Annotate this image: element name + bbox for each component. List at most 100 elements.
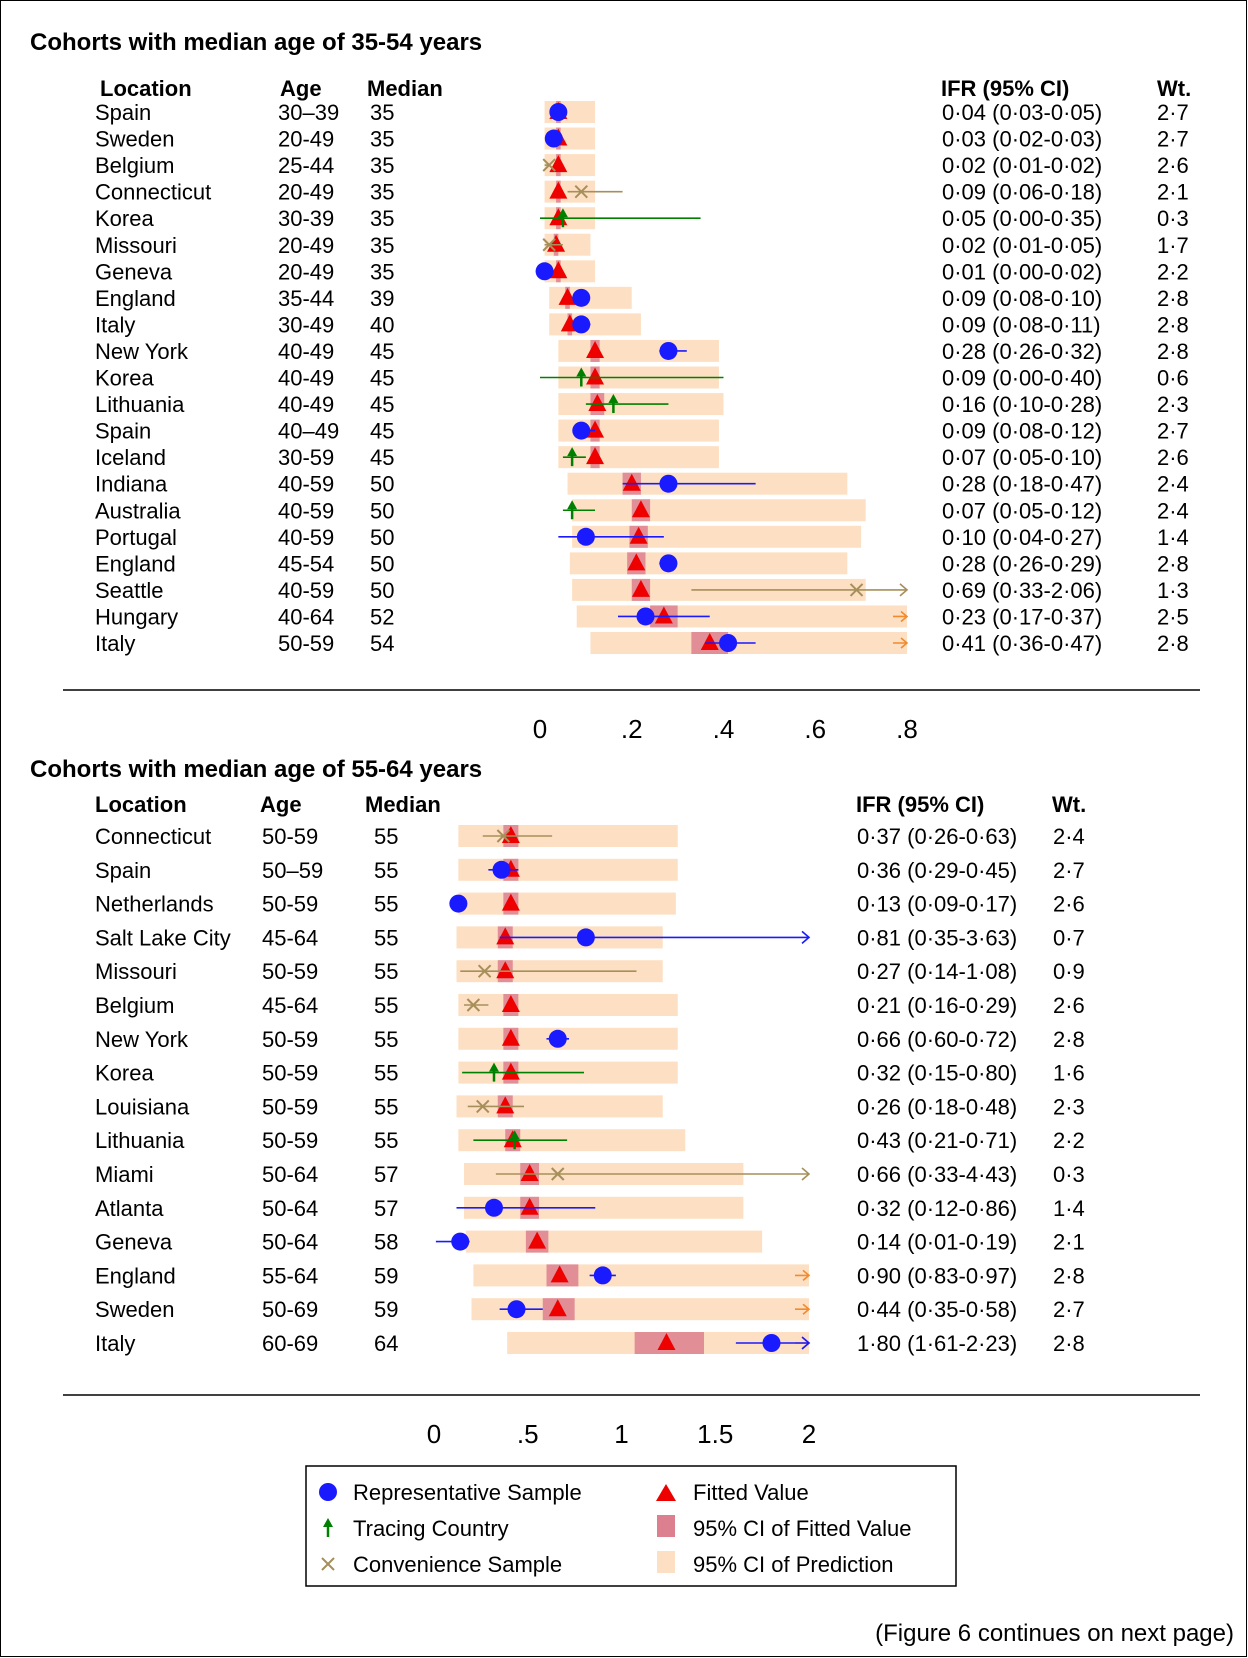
panel2-row-8-ifr: 0·26 (0·18-0·48) xyxy=(857,1094,1017,1119)
legend-ci-fitted-swatch xyxy=(657,1515,675,1537)
panel1-row-9-fitted-value xyxy=(586,340,605,358)
panel1-row-8-age: 30-49 xyxy=(278,312,334,337)
panel1-row: Italy 30-49 40 0·09 (0·08-0·11) 2·8 xyxy=(95,312,1189,337)
panel1-row-15-location: Australia xyxy=(95,498,181,523)
legend-representative-label: Representative Sample xyxy=(353,1480,582,1505)
panel1-row-13-ifr: 0·07 (0·05-0·10) xyxy=(942,445,1102,470)
legend-ci-prediction-label: 95% CI of Prediction xyxy=(693,1552,894,1577)
panel2-row-5-location: Belgium xyxy=(95,993,174,1018)
panel2-row-3-representative-point xyxy=(576,928,595,947)
panel2-row-14-representative-point xyxy=(507,1300,526,1319)
panel1-xtick-label: .2 xyxy=(621,714,643,744)
panel2-row: Geneva 50-64 58 0·14 (0·01-0·19) 2·1 xyxy=(95,1230,1085,1255)
panel1-row-2-convenience-point xyxy=(542,158,556,172)
panel2-row: Louisiana 50-59 55 0·26 (0·18-0·48) 2·3 xyxy=(95,1094,1085,1119)
panel1-row-20-wt: 2·8 xyxy=(1157,631,1189,656)
panel1-row-3-ifr: 0·09 (0·06-0·18) xyxy=(942,180,1102,205)
panel1-row-17-location: England xyxy=(95,551,176,576)
panel2-row-13-location: England xyxy=(95,1263,176,1288)
panel2-xtick-label: 1 xyxy=(614,1419,628,1449)
panel2-row-12-prediction-ci xyxy=(465,1230,763,1253)
panel1-xtick-label: .6 xyxy=(804,714,826,744)
panel2-row-0-convenience-point xyxy=(496,829,511,843)
panel2-row-4-wt: 0·9 xyxy=(1053,959,1085,984)
panel2-row-11-fitted-value xyxy=(520,1197,539,1215)
panel2-row-13-fitted-value xyxy=(550,1265,569,1283)
panel1-row-8-location: Italy xyxy=(95,312,135,337)
panel2-xtick-label: 2 xyxy=(802,1419,816,1449)
legend: Representative Sample Tracing Country Co… xyxy=(305,1465,957,1587)
panel2-row-2-ifr: 0·13 (0·09-0·17) xyxy=(857,892,1017,917)
panel2-row-5-convenience-point xyxy=(466,998,481,1012)
panel1-row: Sweden 20-49 35 0·03 (0·02-0·03) 2·7 xyxy=(95,127,1189,152)
panel1-row: Missouri 20-49 35 0·02 (0·01-0·05) 1·7 xyxy=(95,233,1189,258)
panel1-row-11-tracing-point-head xyxy=(608,394,619,404)
panel1-row-0-ifr: 0·04 (0·03-0·05) xyxy=(942,100,1102,125)
panel2-row-3-fitted-value xyxy=(496,927,515,945)
panel2-row-8-fitted-value xyxy=(496,1096,515,1114)
panel1-row: Portugal 40-59 50 0·10 (0·04-0·27) 1·4 xyxy=(95,525,1189,550)
panel1-row-13-tracing-point-head xyxy=(567,447,578,457)
panel2-row-9-ifr: 0·43 (0·21-0·71) xyxy=(857,1128,1017,1153)
panel1-row: New York 40-49 45 0·28 (0·26-0·32) 2·8 xyxy=(95,339,1189,364)
panel1-row-10-age: 40-49 xyxy=(278,366,334,391)
panel1-row: Geneva 20-49 35 0·01 (0·00-0·02) 2·2 xyxy=(95,259,1189,284)
panel1-row-17-median: 50 xyxy=(370,551,394,576)
panel2-row-2-location: Netherlands xyxy=(95,892,214,917)
panel2-row-1-representative-point xyxy=(492,860,511,879)
panel2-row-9-age: 50-59 xyxy=(262,1128,318,1153)
panel2-row: Belgium 45-64 55 0·21 (0·16-0·29) 2·6 xyxy=(95,993,1085,1018)
panel1-row-18-ci-arrow xyxy=(899,583,909,597)
panel2-row-13-prediction-arrow xyxy=(795,1269,811,1282)
panel2-row-9-median: 55 xyxy=(374,1128,398,1153)
panel2-row-3-wt: 0·7 xyxy=(1053,925,1085,950)
panel1-header-ifr: IFR (95% CI) xyxy=(941,76,1069,101)
panel1-row-7-ifr: 0·09 (0·08-0·10) xyxy=(942,286,1102,311)
panel2-row-10-median: 57 xyxy=(374,1162,398,1187)
panel1-row: England 45-54 50 0·28 (0·26-0·29) 2·8 xyxy=(95,551,1189,576)
panel2-row-7-age: 50-59 xyxy=(262,1061,318,1086)
panel2-row-2-age: 50-59 xyxy=(262,892,318,917)
panel1-row-17-representative-point xyxy=(659,554,678,573)
panel1-xtick-label: .4 xyxy=(713,714,735,744)
panel2-row-10-wt: 0·3 xyxy=(1053,1162,1085,1187)
panel1-row-12-location: Spain xyxy=(95,419,151,444)
legend-fitted-label: Fitted Value xyxy=(693,1480,809,1505)
panel1-row-3-convenience-point xyxy=(574,184,588,199)
panel1-row-3-wt: 2·1 xyxy=(1157,180,1189,205)
panel1-row-12-median: 45 xyxy=(370,419,394,444)
panel1-row-11-age: 40-49 xyxy=(278,392,334,417)
panel1-row-16-age: 40-59 xyxy=(278,525,334,550)
panel1-row-20-ifr: 0·41 (0·36-0·47) xyxy=(942,631,1102,656)
panel1-row: Connecticut 20-49 35 0·09 (0·06-0·18) 2·1 xyxy=(95,180,1189,205)
panel1-row: Lithuania 40-49 45 0·16 (0·10-0·28) 2·3 xyxy=(95,392,1189,417)
panel2-row: Spain 50–59 55 0·36 (0·29-0·45) 2·7 xyxy=(95,858,1085,883)
panel1-row-15-tracing-point-head xyxy=(567,500,578,510)
legend-ci-fitted-label: 95% CI of Fitted Value xyxy=(693,1516,912,1541)
panel1-xtick-label: 0 xyxy=(533,714,547,744)
panel1-row-13-wt: 2·6 xyxy=(1157,445,1189,470)
panel2-row-11-ifr: 0·32 (0·12-0·86) xyxy=(857,1196,1017,1221)
panel2-row-10-ifr: 0·66 (0·33-4·43) xyxy=(857,1162,1017,1187)
panel2-header-median: Median xyxy=(365,792,441,817)
panel1-row-16-location: Portugal xyxy=(95,525,177,550)
panel2-row-4-fitted-value xyxy=(496,961,515,979)
panel1-row-8-representative-point xyxy=(572,315,591,334)
panel1-row-12-wt: 2·7 xyxy=(1157,419,1189,444)
panel2-row-3-ci-arrow xyxy=(801,930,811,945)
panel1-row: Italy 50-59 54 0·41 (0·36-0·47) 2·8 xyxy=(95,631,1189,656)
panel1-row-2-fitted-value xyxy=(549,155,568,173)
panel1-row-16-median: 50 xyxy=(370,525,394,550)
panel1-row-0-median: 35 xyxy=(370,100,394,125)
panel2-row-7-tracing-point-head xyxy=(489,1062,499,1072)
panel1-row-15-prediction-ci xyxy=(572,499,866,522)
panel1-row-16-ifr: 0·10 (0·04-0·27) xyxy=(942,525,1102,550)
panel2-row-14-age: 50-69 xyxy=(262,1297,318,1322)
panel1-row: Australia 40-59 50 0·07 (0·05-0·12) 2·4 xyxy=(95,498,1189,523)
panel2-row-10-age: 50-64 xyxy=(262,1162,318,1187)
panel1-row-4-age: 30-39 xyxy=(278,206,334,231)
panel1-row: Spain 30–39 35 0·04 (0·03-0·05) 2·7 xyxy=(95,100,1189,125)
panel2-row-5-prediction-ci xyxy=(458,994,678,1016)
panel1-header-wt: Wt. xyxy=(1157,76,1191,101)
panel1-row-14-fitted-value xyxy=(622,473,641,491)
